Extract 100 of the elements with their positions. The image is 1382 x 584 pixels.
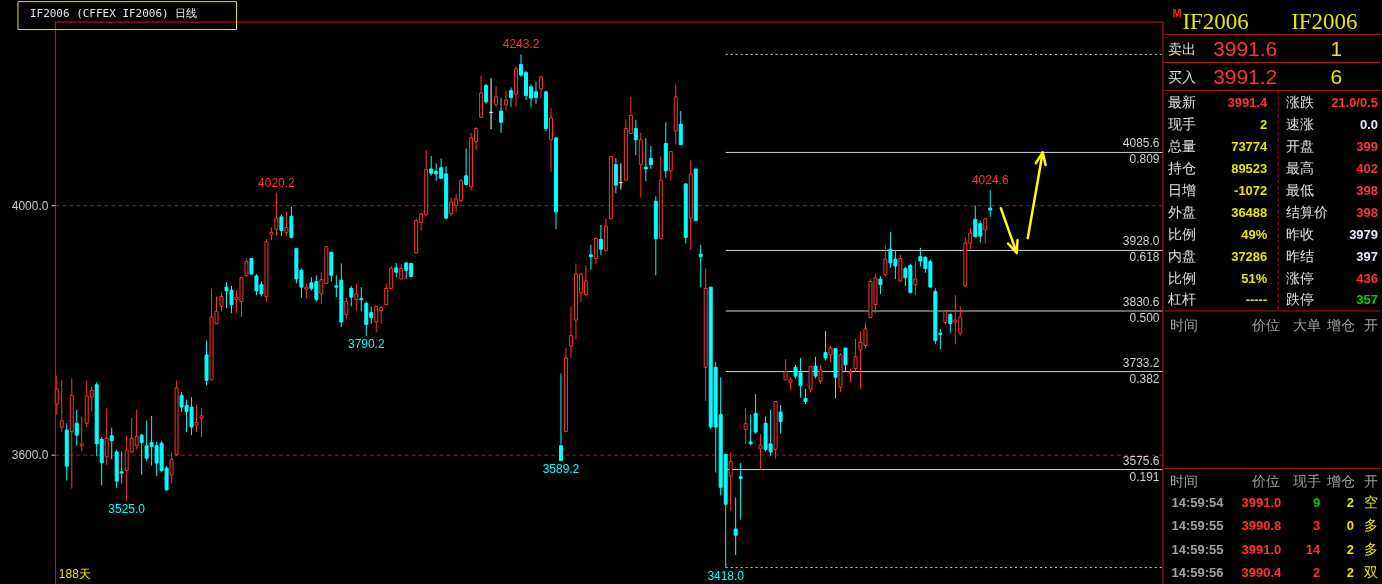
text: 开盘 xyxy=(1286,138,1315,155)
text: 时间 xyxy=(1170,472,1199,489)
text: 4020.2 xyxy=(258,176,295,191)
candlestick xyxy=(59,379,64,433)
candlestick xyxy=(753,393,758,435)
candlestick xyxy=(104,407,109,466)
candlestick xyxy=(668,151,673,182)
text: 398 xyxy=(1356,205,1379,221)
ref-line-label: 3575.6 xyxy=(1122,453,1160,468)
text: 杠杆 xyxy=(1167,290,1197,307)
candlestick xyxy=(349,285,354,307)
ref-line-label: 3733.2 xyxy=(1122,355,1160,370)
candlestick xyxy=(354,283,359,312)
text: 73774 xyxy=(1231,139,1269,155)
candlestick xyxy=(648,145,653,170)
candlestick xyxy=(643,137,648,182)
annotation: 0.809 xyxy=(1129,152,1160,167)
text: 14:59:55 xyxy=(1171,518,1224,534)
candlestick xyxy=(973,205,978,238)
candlestick xyxy=(948,312,953,334)
candlestick xyxy=(818,364,823,385)
text: 37286 xyxy=(1231,249,1268,265)
text: 日增 xyxy=(1168,182,1197,199)
text: 持仓 xyxy=(1168,160,1197,177)
candlestick xyxy=(698,244,703,288)
text: 最低 xyxy=(1286,182,1315,199)
text: 现手 xyxy=(1293,472,1322,489)
text: 空 xyxy=(1364,493,1379,510)
candlestick xyxy=(449,197,454,217)
text: 14:59:54 xyxy=(1171,494,1225,510)
candlestick xyxy=(613,157,618,194)
ref-line-label: 4085.6 xyxy=(1122,136,1160,151)
candlestick xyxy=(983,217,988,245)
text: 14 xyxy=(1305,542,1321,558)
candlestick xyxy=(284,211,289,237)
text: 398 xyxy=(1356,183,1379,199)
candlestick xyxy=(748,414,753,446)
candlestick xyxy=(494,85,499,108)
candlestick xyxy=(913,260,918,296)
annotation: 0.618 xyxy=(1129,250,1160,265)
text: 3418.0 xyxy=(707,568,744,583)
candlestick xyxy=(988,189,993,218)
text: 多 xyxy=(1364,541,1379,558)
text: -1072 xyxy=(1234,183,1268,199)
candlestick xyxy=(279,213,284,237)
candlestick xyxy=(219,292,224,312)
text: 397 xyxy=(1356,249,1379,265)
text: ----- xyxy=(1245,291,1268,307)
candlestick xyxy=(733,496,738,556)
candlestick xyxy=(484,83,489,105)
text: 双 xyxy=(1364,564,1379,581)
candlestick xyxy=(843,347,848,373)
text: 外盘 xyxy=(1168,204,1197,221)
text: 3991.2 xyxy=(1213,65,1278,89)
text: 3991.0 xyxy=(1241,494,1282,510)
candlestick xyxy=(119,450,124,485)
candlestick xyxy=(548,107,553,173)
candlestick xyxy=(134,409,139,450)
text: 买入 xyxy=(1168,69,1197,86)
text: 3979 xyxy=(1349,227,1379,243)
text: 开 xyxy=(1364,316,1379,333)
y-tick-label: 4000.0 xyxy=(11,199,49,214)
candlestick xyxy=(464,147,469,186)
candlestick xyxy=(808,365,813,393)
text: 总量 xyxy=(1167,138,1197,155)
candlestick xyxy=(728,452,733,512)
text: 卖出 xyxy=(1168,40,1197,57)
text: 内盘 xyxy=(1168,248,1197,265)
candlestick xyxy=(558,373,563,462)
text: 3990.4 xyxy=(1241,565,1282,581)
candlestick xyxy=(344,297,349,320)
text: 436 xyxy=(1356,271,1379,287)
text: 3991.4 xyxy=(1227,95,1269,111)
candlestick xyxy=(633,119,638,156)
text: 3525.0 xyxy=(108,502,145,517)
candlestick xyxy=(588,244,593,271)
candlestick xyxy=(823,330,828,361)
candlestick xyxy=(568,305,573,359)
candlestick xyxy=(778,404,783,435)
text: 4024.6 xyxy=(971,173,1009,188)
candlestick xyxy=(199,407,204,438)
candlestick xyxy=(109,427,114,460)
candlestick xyxy=(429,155,434,177)
ref-line-label: 3830.6 xyxy=(1122,295,1160,310)
text: 速涨 xyxy=(1286,116,1315,133)
candlestick xyxy=(374,305,379,334)
candlestick xyxy=(274,192,279,237)
text: 时间 xyxy=(1170,316,1199,333)
candlestick xyxy=(169,452,174,485)
chart-title: IF2006 (CFFEX IF2006) 日线 xyxy=(29,6,198,20)
candlestick xyxy=(953,294,958,345)
annotation: 0.191 xyxy=(1129,469,1160,484)
text: M xyxy=(1172,6,1182,19)
text: 涨跌 xyxy=(1286,94,1315,111)
text: 51% xyxy=(1241,271,1268,287)
candlestick xyxy=(289,206,294,240)
text: 89523 xyxy=(1231,161,1268,177)
text: 多 xyxy=(1364,517,1379,534)
text: 增仓 xyxy=(1326,472,1356,489)
text: 14:59:56 xyxy=(1171,565,1224,581)
